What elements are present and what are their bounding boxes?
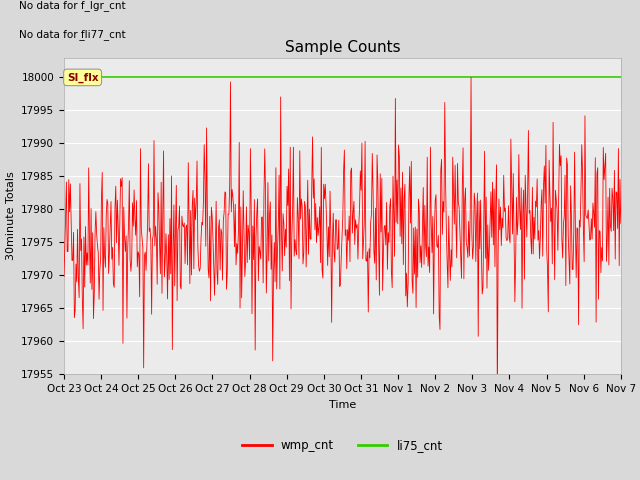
Y-axis label: 30minute Totals: 30minute Totals	[6, 172, 15, 260]
Text: SI_flx: SI_flx	[67, 72, 99, 83]
Text: No data for f̲li77_cnt: No data for f̲li77_cnt	[19, 29, 126, 40]
Title: Sample Counts: Sample Counts	[285, 40, 400, 55]
X-axis label: Time: Time	[329, 400, 356, 409]
Text: No data for f_lgr_cnt: No data for f_lgr_cnt	[19, 0, 126, 12]
Legend: wmp_cnt, li75_cnt: wmp_cnt, li75_cnt	[237, 435, 447, 457]
